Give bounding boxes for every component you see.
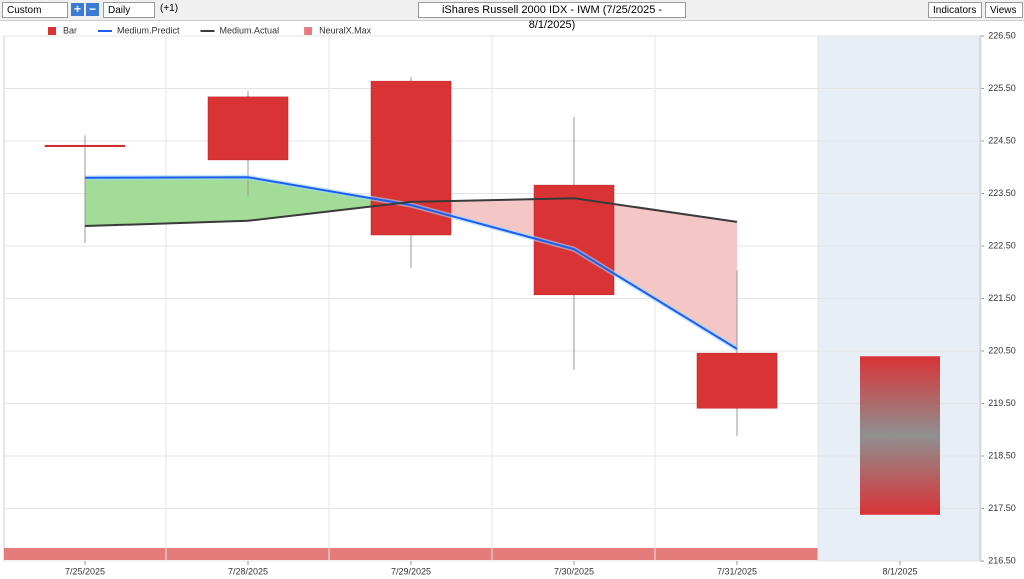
y-tick-label: 220.50: [988, 345, 1016, 355]
x-tick-label: 7/31/2025: [717, 566, 757, 576]
toolbar: Custom + − Daily (+1) iShares Russell 20…: [0, 0, 1024, 31]
y-tick-label: 216.50: [988, 555, 1016, 565]
candle-body: [370, 80, 452, 236]
y-tick-label: 223.50: [988, 188, 1016, 198]
y-tick-label: 225.50: [988, 83, 1016, 93]
offset: (+1): [160, 3, 179, 14]
between-fill: [85, 177, 248, 227]
candle-body: [207, 96, 289, 161]
y-tick-label: 222.50: [988, 240, 1016, 250]
period-select[interactable]: Custom: [2, 2, 68, 18]
series-line: [84, 176, 738, 350]
x-tick-label: 7/25/2025: [65, 566, 105, 576]
zoom-in[interactable]: +: [71, 3, 84, 16]
y-tick-label: 217.50: [988, 503, 1016, 513]
neuralx-band: [4, 548, 818, 560]
legend-label: Medium.Predict: [117, 25, 180, 35]
y-tick-label: 224.50: [988, 135, 1016, 145]
x-tick-label: 7/28/2025: [228, 566, 268, 576]
legend-swatch: [304, 27, 313, 35]
y-tick-label: 221.50: [988, 293, 1016, 303]
indicators-button[interactable]: Indicators: [928, 2, 982, 18]
zoom-out[interactable]: −: [86, 3, 99, 16]
y-tick-label: 218.50: [988, 450, 1016, 460]
x-tick-label: 8/1/2025: [882, 566, 917, 576]
x-tick-label: 7/29/2025: [391, 566, 431, 576]
symbol-title[interactable]: iShares Russell 2000 IDX - IWM (7/25/202…: [418, 2, 686, 31]
interval-select[interactable]: Daily: [103, 2, 155, 18]
y-tick-label: 226.50: [988, 30, 1016, 40]
views-button[interactable]: Views: [985, 2, 1023, 18]
y-tick-label: 219.50: [988, 398, 1016, 408]
x-tick-label: 7/30/2025: [554, 566, 594, 576]
between-fill: [574, 198, 737, 349]
series-line: [84, 197, 738, 228]
legend-swatch: [48, 27, 56, 35]
legend-label: NeuralX.Max: [319, 25, 372, 35]
candle-body: [696, 352, 778, 409]
legend-label: Medium.Actual: [220, 25, 280, 35]
candle-body: [44, 144, 126, 147]
between-fill: [248, 177, 401, 221]
legend-label: Bar: [63, 25, 77, 35]
candle-body: [860, 356, 940, 515]
